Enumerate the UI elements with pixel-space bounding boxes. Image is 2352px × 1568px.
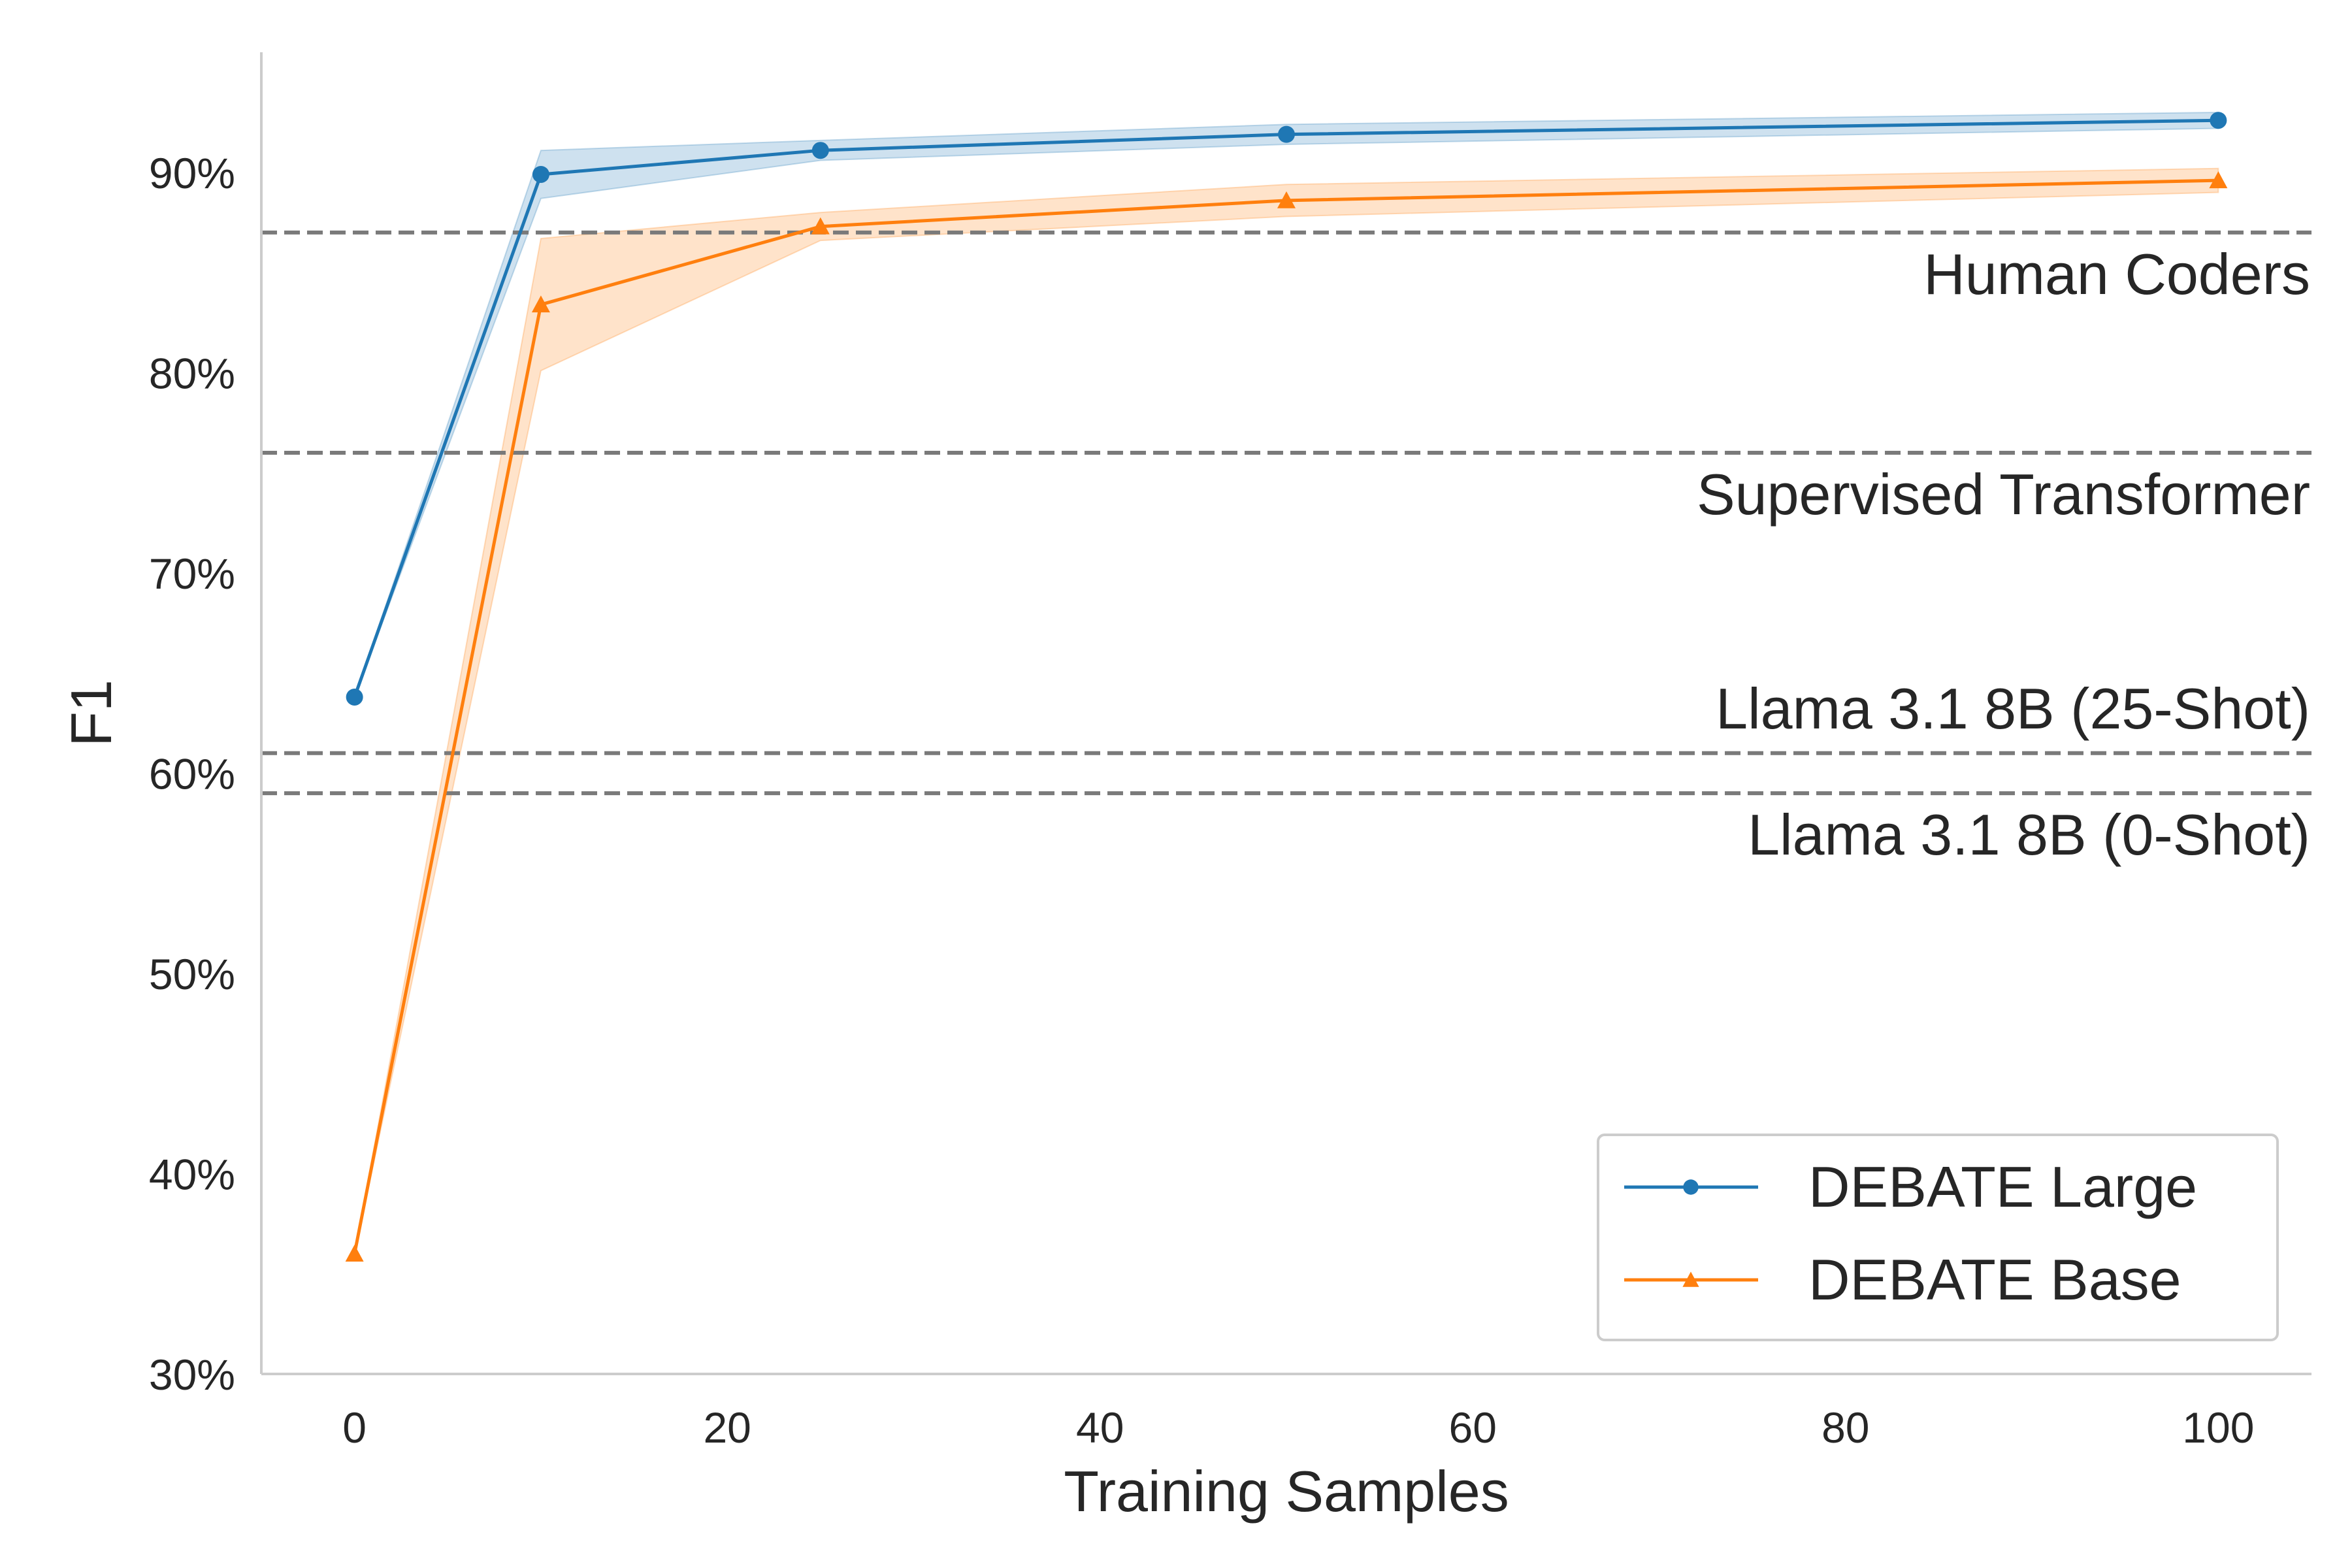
tick-labels: 0 20 40 60 80 100 30% 40% 50% 60% 70% 80% 90% — [149, 149, 2255, 1452]
data-point-marker — [2210, 112, 2227, 129]
reference-lines: Human Coders Supervised Transformer Llama … — [261, 230, 2311, 867]
reference-line-label: Llama 3.1 8B (25-Shot) — [1716, 676, 2310, 741]
y-tick-label: 70% — [149, 549, 235, 598]
reference-line-label: Supervised Transformer — [1697, 462, 2310, 527]
data-point-marker — [811, 217, 830, 235]
data-point-marker — [811, 142, 829, 159]
axes — [260, 52, 2311, 1375]
y-tick-label: 60% — [149, 749, 235, 798]
reference-line-label: Human Coders — [1923, 242, 2310, 306]
x-tick-label: 40 — [1076, 1403, 1124, 1452]
y-tick-label: 50% — [149, 950, 235, 998]
x-tick-label: 20 — [703, 1403, 751, 1452]
data-point-marker — [1683, 1179, 1699, 1195]
y-axis-title: F1 — [59, 679, 123, 747]
reference-line-label: Llama 3.1 8B (0-Shot) — [1748, 802, 2310, 867]
data-point-marker — [531, 295, 550, 313]
y-tick-label: 90% — [149, 149, 235, 197]
x-tick-label: 60 — [1449, 1403, 1497, 1452]
data-point-marker — [346, 688, 363, 706]
legend-box — [1597, 1134, 2279, 1341]
legend-label: DEBATE Base — [1808, 1247, 2181, 1312]
data-point-marker — [2209, 171, 2228, 189]
data-point-marker — [1278, 125, 1295, 143]
x-axis-title: Training Samples — [1064, 1459, 1509, 1524]
data-point-marker — [1277, 191, 1296, 208]
data-point-marker — [345, 1245, 364, 1262]
x-tick-label: 100 — [2182, 1403, 2254, 1452]
y-tick-label: 30% — [149, 1350, 235, 1399]
series-lines — [345, 112, 2228, 1262]
data-point-marker — [1682, 1271, 1699, 1287]
data-point-marker — [532, 165, 549, 183]
y-tick-label: 40% — [149, 1150, 235, 1198]
y-tick-label: 80% — [149, 349, 235, 397]
x-tick-label: 0 — [342, 1403, 367, 1452]
x-tick-label: 80 — [1821, 1403, 1869, 1452]
legend-label: DEBATE Large — [1808, 1154, 2197, 1219]
legend: DEBATE Large DEBATE Base — [1597, 1134, 2279, 1341]
